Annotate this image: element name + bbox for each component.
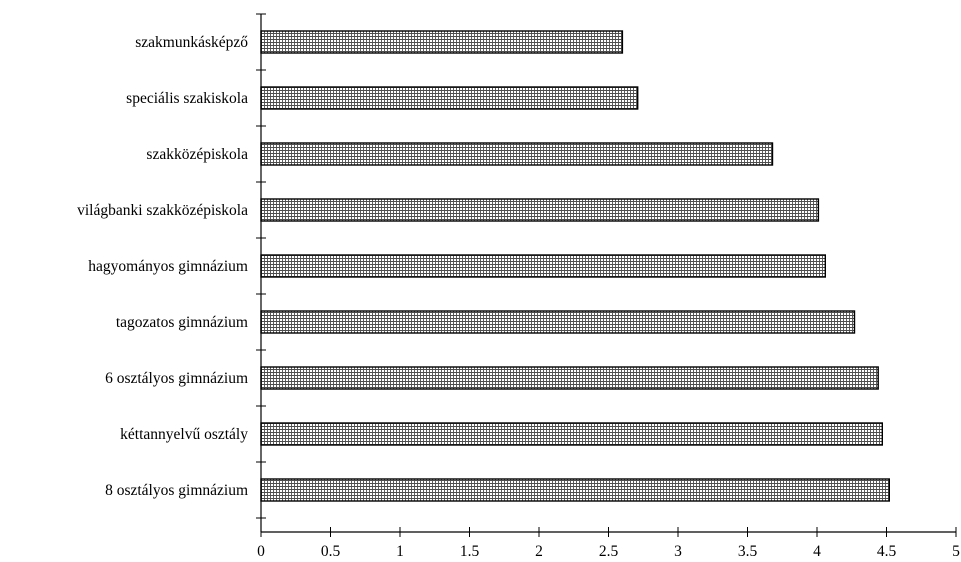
bar-9: [260, 478, 890, 502]
category-labels: szakmunkásképző speciális szakiskola szakk…: [77, 34, 248, 499]
category-label: speciális szakiskola: [126, 90, 248, 107]
x-tick-label: 4.5: [877, 543, 897, 560]
x-tick-label: 1: [396, 543, 404, 560]
bar-2: [260, 86, 639, 110]
bar-4: [260, 198, 820, 222]
category-label: szakközépiskola: [146, 146, 248, 163]
x-tick-label: 2: [535, 543, 543, 560]
bar-1: [260, 30, 624, 54]
bar-7: [260, 366, 879, 390]
bars-group: [260, 30, 890, 502]
bar-6: [260, 310, 856, 334]
category-label: 8 osztályos gimnázium: [105, 482, 248, 499]
x-tick-label: 3.5: [738, 543, 758, 560]
category-label: tagozatos gimnázium: [116, 314, 248, 331]
axes: [256, 13, 957, 537]
category-label: szakmunkásképző: [135, 34, 248, 51]
x-tick-label: 0: [257, 543, 265, 560]
bar-8: [260, 422, 883, 446]
x-tick-label: 0.5: [321, 543, 341, 560]
x-tick-labels: 0 0.5 1 1.5 2 2.5 3 3.5 4 4.5 5: [257, 543, 960, 560]
category-label: kéttannyelvű osztály: [120, 426, 248, 443]
x-tick-label: 2.5: [599, 543, 619, 560]
category-label: hagyományos gimnázium: [88, 258, 248, 275]
bar-5: [260, 254, 826, 278]
x-tick-label: 4: [813, 543, 821, 560]
category-label: világbanki szakközépiskola: [77, 202, 248, 219]
x-tick-label: 1.5: [460, 543, 480, 560]
x-tick-label: 3: [674, 543, 682, 560]
bar-3: [260, 142, 774, 166]
category-label: 6 osztályos gimnázium: [105, 370, 248, 387]
x-tick-label: 5: [952, 543, 960, 560]
